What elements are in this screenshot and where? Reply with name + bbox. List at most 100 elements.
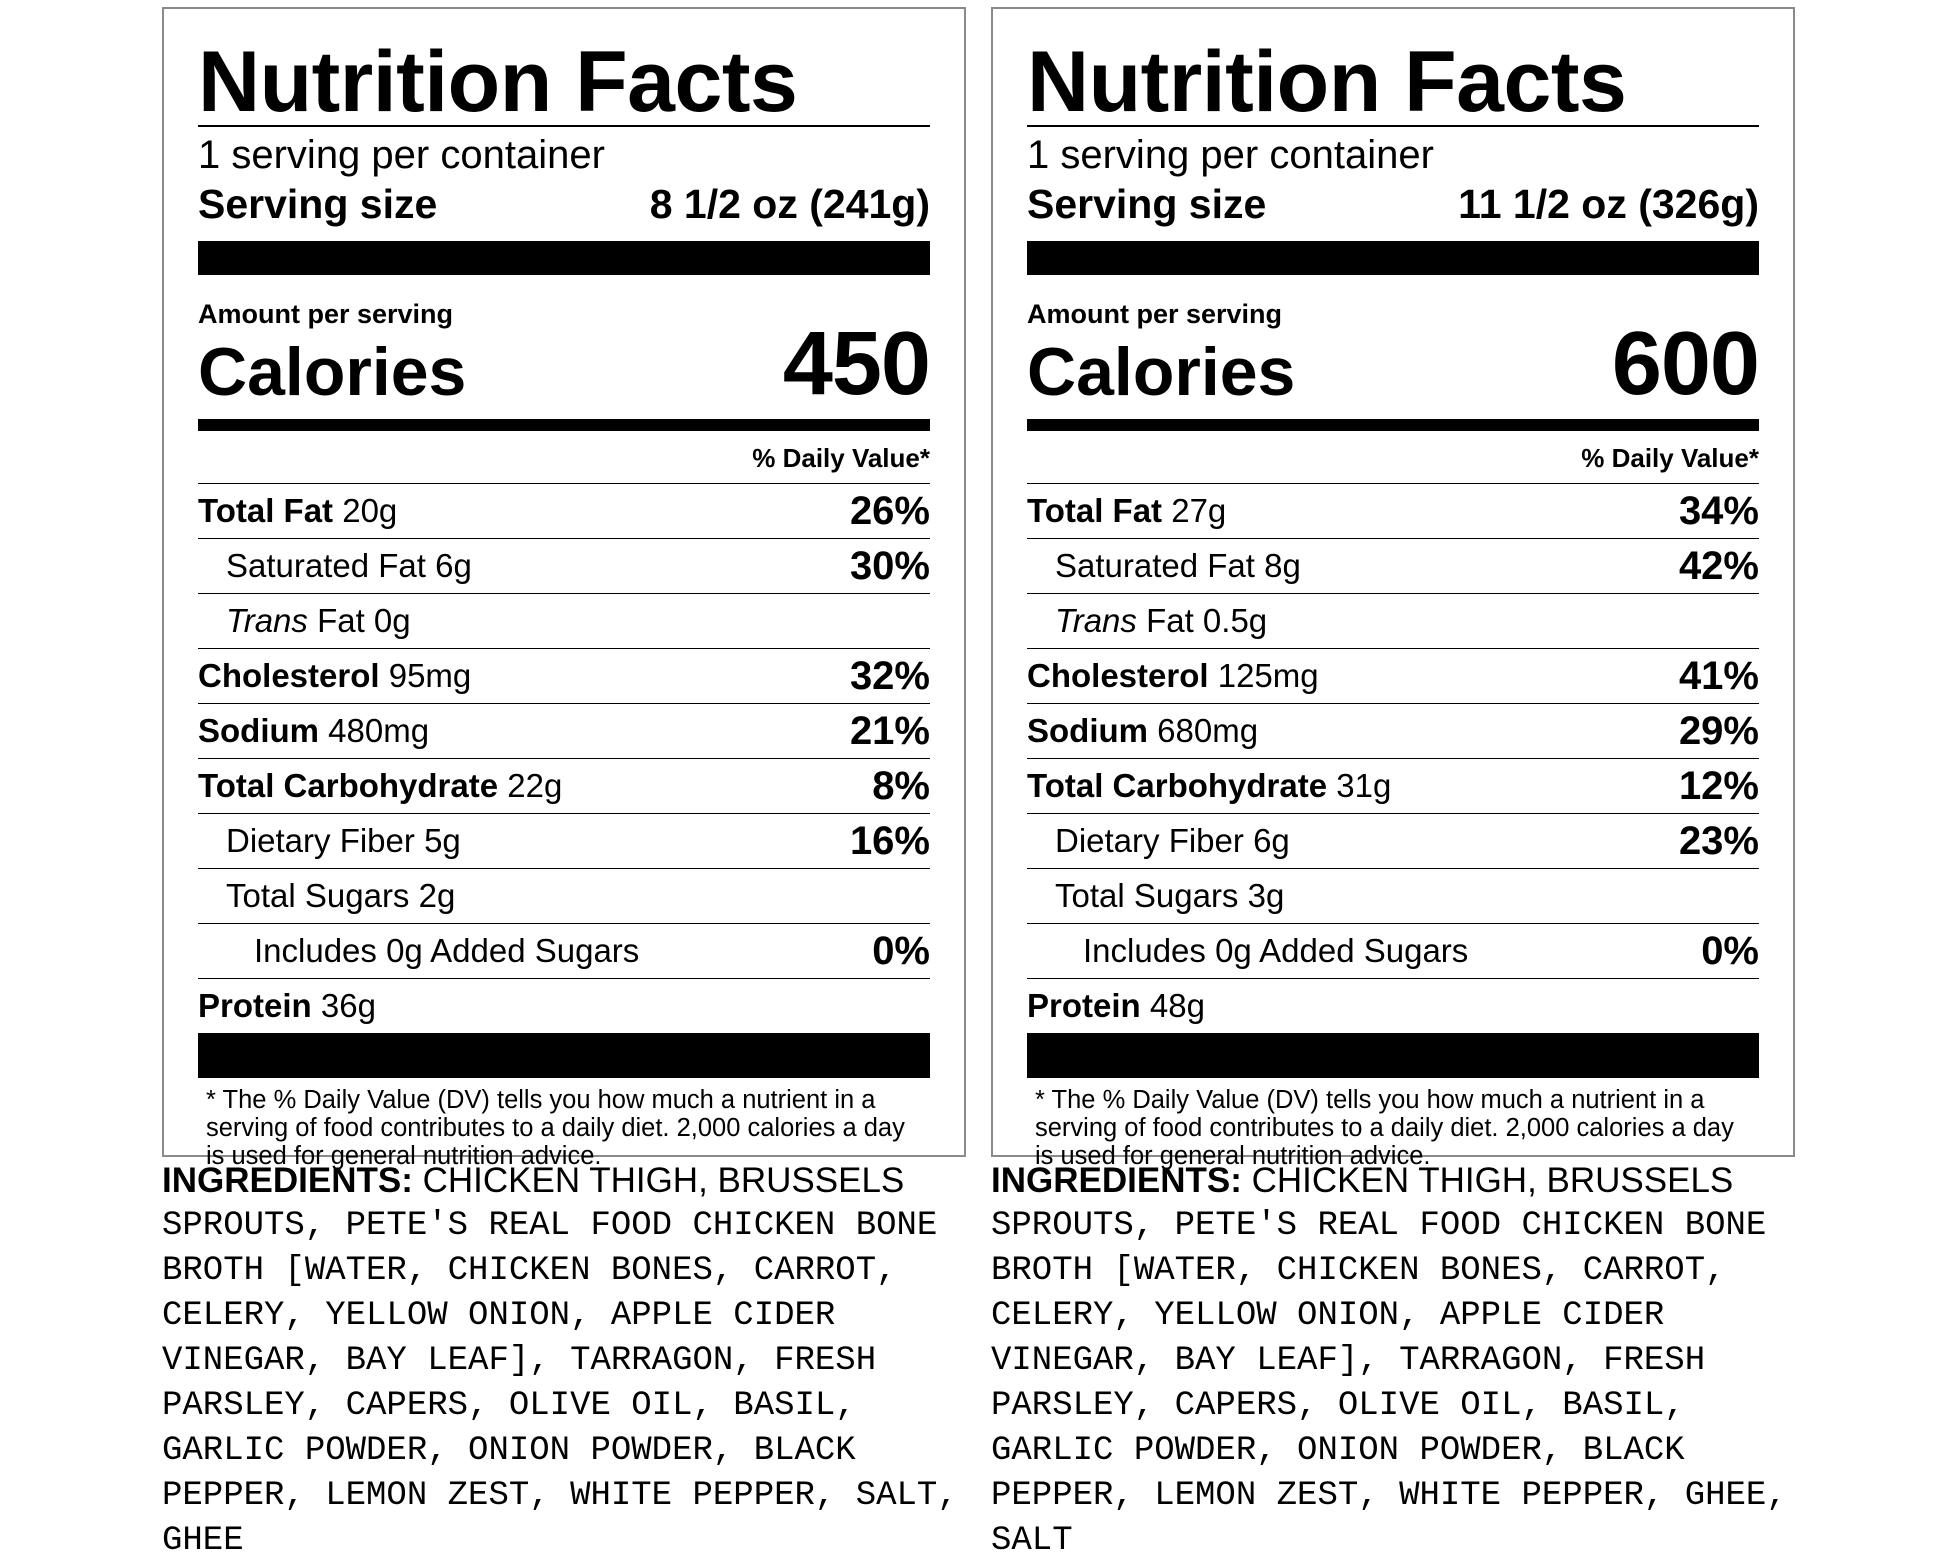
nutrition-label-2: Nutrition Facts 1 serving per container … xyxy=(991,7,1795,1170)
nutrient-amount: 36g xyxy=(320,987,376,1024)
servings-per-container: 1 serving per container xyxy=(198,133,605,177)
amount-per-serving: Amount per serving xyxy=(198,299,454,329)
medium-bar xyxy=(198,419,930,431)
nutrient-amount: 480mg xyxy=(328,712,430,749)
nutrient-name: Total Sugars xyxy=(1055,877,1239,914)
nutrient-name: Total Carbohydrate xyxy=(198,767,499,804)
nutrient-row-total-carbohydrate: Total Carbohydrate 22g 8% xyxy=(198,758,930,813)
nutrient-row-total-sugars: Total Sugars 3g xyxy=(1027,868,1759,923)
nutrient-amount: 3g xyxy=(1247,877,1285,914)
thick-bar xyxy=(1027,1033,1759,1078)
nutrient-amount: 125mg xyxy=(1217,657,1319,694)
nutrient-amount: 95mg xyxy=(388,657,472,694)
nutrient-amount: 22g xyxy=(507,767,563,804)
amount-per-serving: Amount per serving xyxy=(1027,299,1283,329)
nutrient-amount: Fat 0.5g xyxy=(1146,602,1268,639)
divider xyxy=(198,125,930,127)
nutrient-dv: 12% xyxy=(1678,763,1759,808)
nutrient-row-dietary-fiber: Dietary Fiber 5g 16% xyxy=(198,813,930,868)
nutrient-dv: 41% xyxy=(1678,653,1759,698)
nutrient-row-added-sugars: Includes 0g Added Sugars 0% xyxy=(1027,923,1759,978)
nutrient-name: Trans xyxy=(1055,602,1137,639)
calories-row: Calories 600 xyxy=(1027,319,1760,410)
serving-size-row: Serving size 11 1/2 oz (326g) xyxy=(1027,179,1759,229)
nutrient-name: Cholesterol xyxy=(1027,657,1209,694)
nutrient-dv: 42% xyxy=(1678,543,1759,588)
calories-value: 450 xyxy=(782,314,931,414)
calories-row: Calories 450 xyxy=(198,314,931,414)
nutrient-row-cholesterol: Cholesterol 125mg 41% xyxy=(1027,648,1759,703)
nutrient-amount: 48g xyxy=(1149,987,1205,1024)
daily-value-header: % Daily Value* xyxy=(752,443,930,473)
nutrient-name: Total Carbohydrate xyxy=(1027,767,1328,804)
nutrient-dv: 26% xyxy=(849,488,930,533)
nutrient-name: Includes 0g Added Sugars xyxy=(1083,932,1469,969)
nutrient-amount: Fat 0g xyxy=(317,602,411,639)
ingredients-list: SPROUTS, PETE'S REAL FOOD CHICKEN BONE B… xyxy=(162,1207,958,1560)
serving-size-label: Serving size xyxy=(198,181,438,227)
nutrient-dv: 0% xyxy=(1701,928,1759,973)
nutrient-dv: 30% xyxy=(849,543,930,588)
nutrient-amount: 6g xyxy=(1253,822,1290,859)
serving-size-label: Serving size xyxy=(1027,181,1267,227)
calories-label: Calories xyxy=(1027,334,1296,410)
nutrient-row-added-sugars: Includes 0g Added Sugars 0% xyxy=(198,923,930,978)
ingredients-first-line: CHICKEN THIGH, BRUSSELS xyxy=(422,1161,905,1200)
nutrient-row-saturated-fat: Saturated Fat 6g 30% xyxy=(198,538,930,593)
nutrient-row-trans-fat: Trans Fat 0.5g xyxy=(1027,593,1759,648)
nutrient-name: Protein xyxy=(198,987,312,1024)
nutrition-facts-title: Nutrition Facts xyxy=(198,34,798,130)
nutrient-amount: 6g xyxy=(435,547,472,584)
nutrient-dv: 34% xyxy=(1678,488,1759,533)
nutrient-row-protein: Protein 36g xyxy=(198,978,930,1033)
nutrient-dv: 0% xyxy=(872,928,930,973)
serving-size-row: Serving size 8 1/2 oz (241g) xyxy=(198,179,930,229)
ingredients-list: SPROUTS, PETE'S REAL FOOD CHICKEN BONE B… xyxy=(991,1207,1787,1560)
nutrient-amount: 8g xyxy=(1264,547,1301,584)
nutrient-row-saturated-fat: Saturated Fat 8g 42% xyxy=(1027,538,1759,593)
nutrient-name: Includes 0g Added Sugars xyxy=(254,932,640,969)
serving-size-value: 8 1/2 oz (241g) xyxy=(649,181,930,227)
ingredients-first-line: CHICKEN THIGH, BRUSSELS xyxy=(1251,1161,1734,1200)
nutrition-label-1: Nutrition Facts 1 serving per container … xyxy=(162,7,966,1170)
nutrient-name: Saturated Fat xyxy=(226,547,426,584)
nutrient-name: Total Sugars xyxy=(226,877,410,914)
nutrient-amount: 31g xyxy=(1336,767,1392,804)
nutrient-name: Cholesterol xyxy=(198,657,380,694)
nutrient-row-sodium: Sodium 680mg 29% xyxy=(1027,703,1759,758)
nutrient-name: Total Fat xyxy=(198,492,334,529)
nutrition-facts-title: Nutrition Facts xyxy=(1027,34,1627,130)
medium-bar xyxy=(1027,419,1759,431)
ingredients-heading: INGREDIENTS: xyxy=(162,1161,413,1200)
serving-size-value: 11 1/2 oz (326g) xyxy=(1458,181,1759,227)
nutrient-amount: 2g xyxy=(418,877,456,914)
nutrient-amount: 680mg xyxy=(1157,712,1259,749)
nutrient-row-total-fat: Total Fat 20g 26% xyxy=(198,483,930,538)
nutrient-amount: 5g xyxy=(424,822,461,859)
nutrient-dv: 16% xyxy=(849,818,930,863)
nutrient-amount: 20g xyxy=(342,492,398,529)
nutrient-row-dietary-fiber: Dietary Fiber 6g 23% xyxy=(1027,813,1759,868)
daily-value-header: % Daily Value* xyxy=(1581,443,1759,473)
nutrient-row-cholesterol: Cholesterol 95mg 32% xyxy=(198,648,930,703)
nutrient-dv: 21% xyxy=(849,708,930,753)
nutrient-dv: 23% xyxy=(1678,818,1759,863)
nutrient-row-total-fat: Total Fat 27g 34% xyxy=(1027,483,1759,538)
nutrient-name: Dietary Fiber xyxy=(1055,822,1244,859)
ingredients-block-2: INGREDIENTS: CHICKEN THIGH, BRUSSELS SPR… xyxy=(991,1160,1801,1562)
thick-bar xyxy=(198,241,930,275)
nutrient-name: Protein xyxy=(1027,987,1141,1024)
nutrient-dv: 29% xyxy=(1678,708,1759,753)
thick-bar xyxy=(198,1033,930,1078)
nutrient-name: Sodium xyxy=(198,712,319,749)
calories-label: Calories xyxy=(198,334,467,410)
nutrient-dv: 8% xyxy=(872,763,930,808)
divider xyxy=(1027,125,1759,127)
daily-value-footnote: * The % Daily Value (DV) tells you how m… xyxy=(206,1086,905,1170)
nutrient-name: Saturated Fat xyxy=(1055,547,1255,584)
nutrient-dv: 32% xyxy=(849,653,930,698)
servings-per-container: 1 serving per container xyxy=(1027,133,1434,177)
nutrient-name: Trans xyxy=(226,602,308,639)
nutrient-row-protein: Protein 48g xyxy=(1027,978,1759,1033)
ingredients-heading: INGREDIENTS: xyxy=(991,1161,1242,1200)
